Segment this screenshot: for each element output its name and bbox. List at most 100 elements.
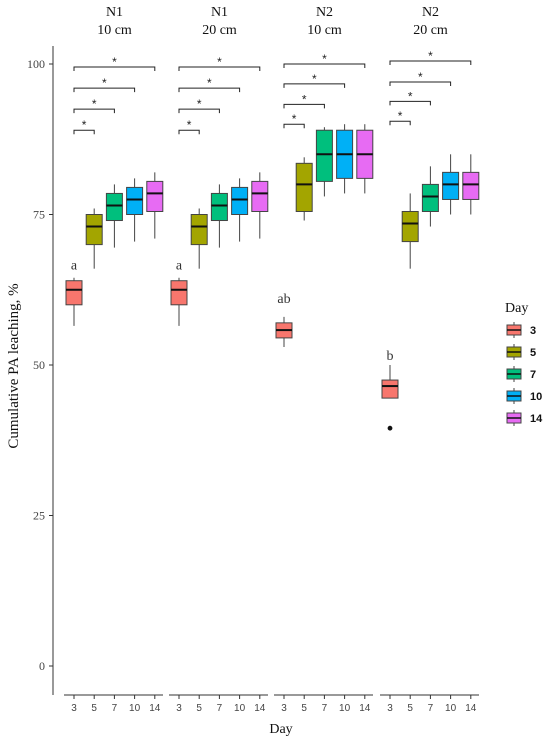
bracket-line: [73, 66, 156, 72]
box: [315, 129, 333, 182]
legend-label: 5: [530, 347, 536, 359]
bracket-line: [178, 129, 200, 135]
panel-3: N2 10 cm 3 5 7 10 14 ab * * * *: [274, 5, 374, 714]
significance-bracket-2: *: [283, 92, 325, 109]
x-tick-label-5: 5: [407, 703, 413, 714]
legend-label: 10: [530, 391, 542, 403]
significance-bracket-3: *: [283, 72, 346, 88]
bracket-line: [389, 60, 472, 65]
bracket-line: [283, 83, 346, 88]
box: [105, 192, 123, 222]
y-axis: 0 25 50 75 100: [27, 46, 54, 695]
bracket-label: *: [418, 70, 423, 84]
legend-entry-5: 5: [506, 344, 536, 360]
box: [65, 280, 83, 306]
box-day-7: [210, 184, 228, 248]
x-tick-label-10: 10: [445, 703, 457, 714]
box-day-14: [251, 172, 269, 239]
bracket-line: [178, 66, 261, 72]
legend-entry-14: 14: [506, 410, 543, 426]
x-tick-label-3: 3: [176, 703, 182, 714]
box: [462, 171, 480, 200]
bracket-label: *: [187, 118, 192, 132]
significance-bracket-2: *: [178, 97, 220, 114]
bracket-label: *: [398, 109, 403, 123]
x-tick-label-3: 3: [281, 703, 287, 714]
significance-bracket-3: *: [389, 70, 452, 87]
bracket-line: [73, 108, 115, 114]
x-tick-label-14: 14: [465, 703, 477, 714]
box-day-10: [442, 154, 460, 215]
panel-1: N1 10 cm 3 5 7 10 14 a * * * *: [64, 5, 164, 714]
panel-title-bottom: 20 cm: [202, 23, 237, 38]
y-tick-label-75: 75: [33, 208, 45, 222]
bracket-label: *: [428, 49, 433, 63]
box: [85, 214, 103, 246]
box: [146, 180, 164, 212]
significance-bracket-1: *: [389, 109, 411, 126]
x-tick-label-14: 14: [149, 703, 161, 714]
group-letter: ab: [277, 292, 290, 307]
panel-title-top: N1: [211, 5, 228, 20]
box: [442, 171, 460, 200]
x-tick-label-14: 14: [254, 703, 266, 714]
y-axis-title: Cumulative PA leaching, %: [6, 283, 22, 448]
x-tick-label-14: 14: [359, 703, 371, 714]
panel-title-top: N2: [316, 5, 333, 20]
legend: Day 3 5 7 10 14: [505, 301, 543, 426]
panel-title-top: N2: [422, 5, 439, 20]
box-day-3: [275, 316, 293, 347]
bracket-line: [283, 103, 325, 109]
significance-bracket-1: *: [73, 118, 95, 135]
bracket-line: [389, 81, 452, 87]
x-tick-label-5: 5: [196, 703, 202, 714]
box-day-3: [65, 277, 83, 326]
box-day-5: [295, 157, 313, 221]
box: [170, 280, 188, 306]
y-tick-label-100: 100: [27, 57, 45, 71]
panel-title-bottom: 10 cm: [97, 23, 132, 38]
box: [381, 379, 399, 399]
box: [401, 210, 419, 243]
box: [231, 186, 249, 216]
panel-title-bottom: 10 cm: [307, 23, 342, 38]
box-day-5: [85, 208, 103, 269]
significance-bracket-4: *: [389, 49, 472, 65]
significance-bracket-4: *: [283, 52, 366, 68]
x-axis-title: Day: [269, 722, 292, 737]
box-day-7: [421, 166, 439, 227]
box-day-7: [105, 184, 123, 248]
significance-bracket-1: *: [283, 112, 305, 129]
box-day-14: [462, 154, 480, 215]
y-tick-label-25: 25: [33, 509, 45, 523]
x-tick-label-5: 5: [301, 703, 307, 714]
legend-title: Day: [505, 301, 528, 316]
x-tick-label-10: 10: [129, 703, 141, 714]
panel-4: N2 20 cm 3 5 7 10 14 b * * * *: [380, 5, 480, 714]
bracket-line: [389, 120, 411, 126]
box: [190, 214, 208, 246]
y-tick-label-50: 50: [33, 358, 45, 372]
x-tick-label-7: 7: [112, 703, 118, 714]
bracket-line: [178, 87, 241, 93]
legend-label: 14: [530, 413, 543, 425]
box-day-5: [401, 193, 419, 269]
significance-bracket-1: *: [178, 118, 200, 135]
x-tick-label-10: 10: [234, 703, 246, 714]
bracket-label: *: [207, 76, 212, 90]
panel-title-bottom: 20 cm: [413, 23, 448, 38]
legend-entry-10: 10: [506, 388, 542, 404]
significance-bracket-3: *: [178, 76, 241, 93]
box-day-14: [146, 172, 164, 239]
x-tick-label-10: 10: [339, 703, 351, 714]
bracket-line: [73, 129, 95, 135]
bracket-label: *: [197, 97, 202, 111]
legend-label: 3: [530, 325, 536, 337]
bracket-line: [389, 100, 431, 106]
bracket-label: *: [312, 72, 317, 86]
panel-2: N1 20 cm 3 5 7 10 14 a * * * *: [169, 5, 269, 714]
box: [295, 162, 313, 212]
bracket-label: *: [102, 76, 107, 90]
